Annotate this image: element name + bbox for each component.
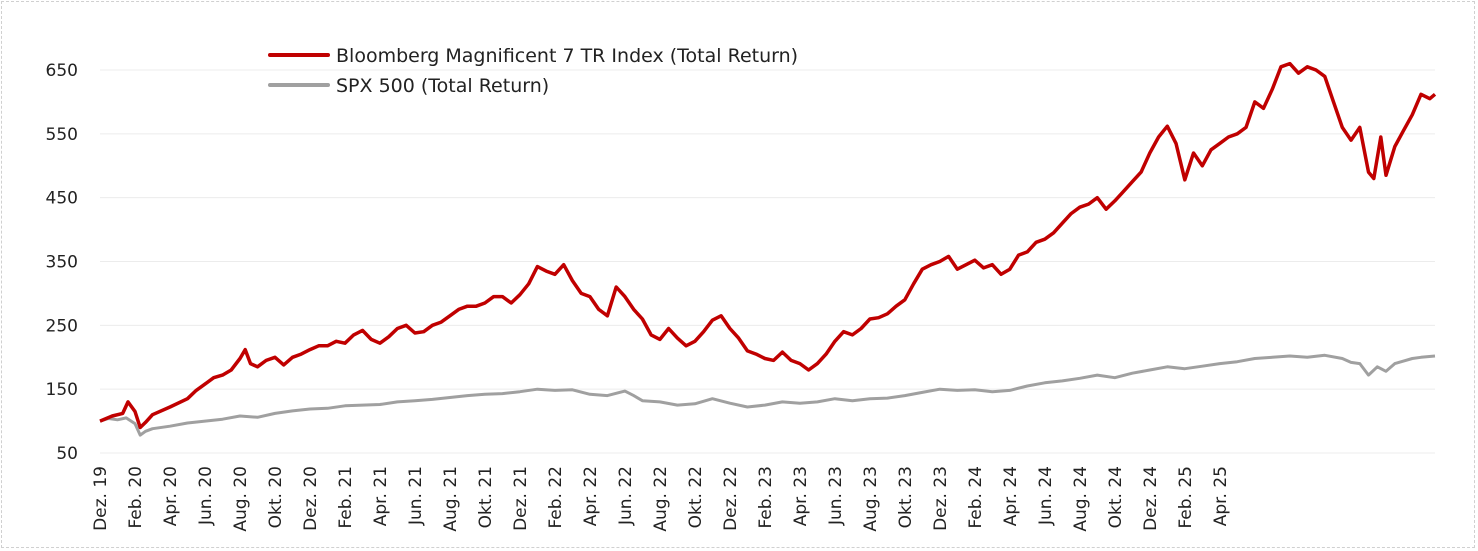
x-tick-label: Jun. 20	[196, 466, 216, 526]
series-line-spx	[99, 353, 1436, 437]
x-tick-label: Aug. 24	[1071, 466, 1091, 532]
x-tick-label: Okt. 20	[266, 466, 286, 528]
x-tick-label: Apr. 21	[371, 466, 391, 526]
x-tick-label: Apr. 24	[1001, 466, 1021, 526]
x-tick-label: Jun. 22	[616, 466, 636, 526]
y-axis: 50 150 250 350 450 550 650	[46, 61, 78, 464]
x-tick-label: Dez. 20	[301, 466, 321, 531]
x-tick-label: Aug. 20	[231, 466, 251, 532]
x-tick-label: Apr. 23	[791, 466, 811, 526]
x-tick-label: Apr. 25	[1211, 466, 1231, 526]
x-tick-label: Okt. 23	[896, 466, 916, 528]
x-tick-label: Dez. 21	[511, 466, 531, 531]
x-tick-label: Dez. 23	[931, 466, 951, 531]
y-tick-label: 150	[46, 380, 78, 400]
grid-lines	[100, 69, 1435, 454]
y-tick-label: 450	[46, 189, 78, 209]
y-tick-label: 50	[56, 444, 78, 464]
x-tick-label: Dez. 22	[721, 466, 741, 531]
legend-label-spx: SPX 500 (Total Return)	[336, 75, 549, 97]
x-tick-label: Okt. 22	[686, 466, 706, 528]
x-tick-label: Aug. 22	[651, 466, 671, 532]
y-tick-label: 650	[46, 61, 78, 81]
x-tick-label: Apr. 22	[581, 466, 601, 526]
x-tick-label: Feb. 24	[966, 466, 986, 529]
x-tick-label: Dez. 19	[91, 466, 111, 531]
x-tick-label: Feb. 21	[336, 466, 356, 529]
y-tick-label: 250	[46, 316, 78, 336]
x-tick-label: Aug. 21	[441, 466, 461, 532]
x-tick-label: Feb. 22	[546, 466, 566, 529]
x-tick-label: Jun. 24	[1036, 466, 1056, 526]
x-tick-label: Apr. 20	[161, 466, 181, 526]
x-tick-label: Jun. 21	[406, 466, 426, 526]
x-tick-label: Feb. 25	[1176, 466, 1196, 529]
x-tick-label: Feb. 20	[126, 466, 146, 529]
y-tick-label: 350	[46, 253, 78, 273]
series-lines	[99, 61, 1437, 437]
x-tick-label: Okt. 21	[476, 466, 496, 528]
x-tick-label: Okt. 24	[1106, 466, 1126, 528]
y-tick-label: 550	[46, 125, 78, 145]
series-line-mag7	[99, 61, 1437, 430]
x-tick-label: Feb. 23	[756, 466, 776, 529]
x-axis: Dez. 19 Feb. 20 Apr. 20 Jun. 20 Aug. 20 Okt. …	[91, 466, 1231, 532]
legend: Bloomberg Magnificent 7 TR Index (Total …	[268, 45, 798, 97]
x-tick-label: Dez. 24	[1141, 466, 1161, 531]
legend-label-mag7: Bloomberg Magnificent 7 TR Index (Total …	[336, 45, 798, 67]
x-tick-label: Aug. 23	[861, 466, 881, 532]
x-tick-label: Jun. 23	[826, 466, 846, 526]
